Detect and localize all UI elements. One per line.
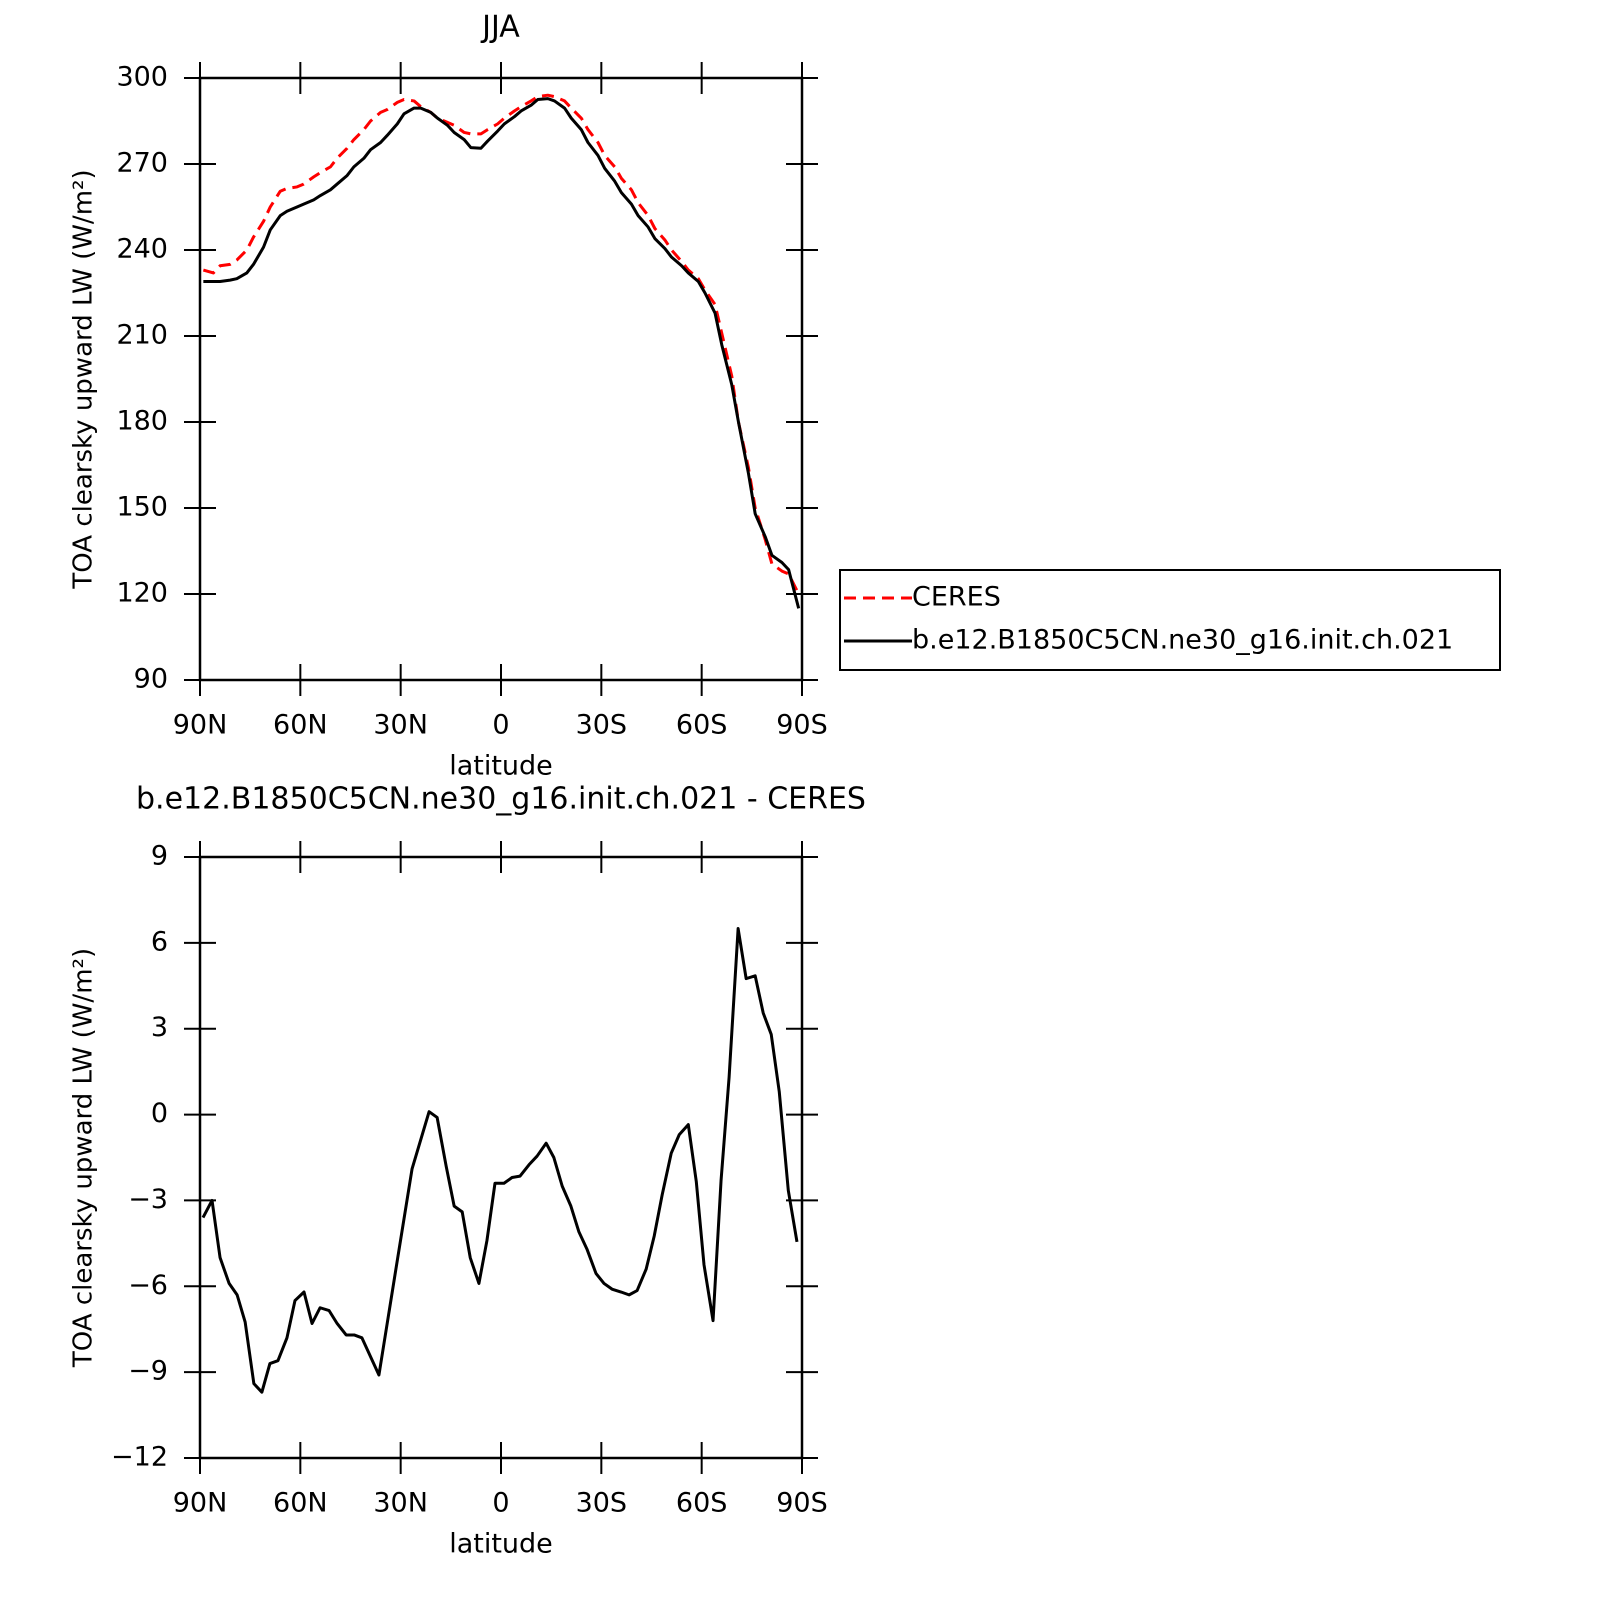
x-tick-label: 30N <box>373 710 428 741</box>
y-tick-label: 6 <box>151 926 168 957</box>
x-tick-label: 0 <box>492 1488 509 1519</box>
chart-title: b.e12.B1850C5CN.ne30_g16.init.ch.021 - C… <box>136 782 866 817</box>
x-tick-label: 90S <box>776 710 828 741</box>
chart-title: JJA <box>480 10 520 45</box>
y-tick-label: −6 <box>128 1270 168 1301</box>
y-tick-label: 210 <box>116 320 168 351</box>
x-tick-label: 90S <box>776 1488 828 1519</box>
y-tick-label: 180 <box>116 406 168 437</box>
data-line <box>202 93 801 595</box>
y-tick-label: 90 <box>134 664 168 695</box>
data-line <box>203 97 801 609</box>
y-tick-label: 300 <box>116 62 168 93</box>
x-tick-label: 90N <box>173 710 228 741</box>
data-line <box>201 927 799 1394</box>
y-tick-label: 120 <box>116 578 168 609</box>
y-tick-label: 0 <box>151 1098 168 1129</box>
y-tick-label: 150 <box>116 492 168 523</box>
x-tick-label: 30S <box>576 710 628 741</box>
plot-frame <box>198 855 804 1460</box>
x-tick-label: 0 <box>492 710 509 741</box>
y-tick-label: 3 <box>151 1012 168 1043</box>
plot-frame <box>198 76 804 682</box>
x-tick-label: 60S <box>676 1488 728 1519</box>
y-tick-label: 270 <box>116 148 168 179</box>
y-tick-label: −12 <box>111 1442 168 1473</box>
y-tick-label: 240 <box>116 234 168 265</box>
x-axis-label: latitude <box>449 1529 553 1560</box>
x-axis-label: latitude <box>449 751 553 782</box>
legend-box <box>839 569 1501 671</box>
y-tick-label: −9 <box>128 1356 168 1387</box>
y-tick-label: 9 <box>151 841 168 872</box>
x-tick-label: 60N <box>273 710 328 741</box>
x-tick-label: 90N <box>173 1488 228 1519</box>
x-tick-label: 30N <box>373 1488 428 1519</box>
x-tick-label: 60N <box>273 1488 328 1519</box>
legend-label: b.e12.B1850C5CN.ne30_g16.init.ch.021 <box>912 625 1453 656</box>
y-tick-label: −3 <box>128 1184 168 1215</box>
legend-label: CERES <box>912 582 1001 613</box>
x-tick-label: 60S <box>676 710 728 741</box>
y-axis-label: TOA clearsky upward LW (W/m²) <box>69 169 99 589</box>
x-tick-label: 30S <box>576 1488 628 1519</box>
y-axis-label: TOA clearsky upward LW (W/m²) <box>69 948 99 1368</box>
